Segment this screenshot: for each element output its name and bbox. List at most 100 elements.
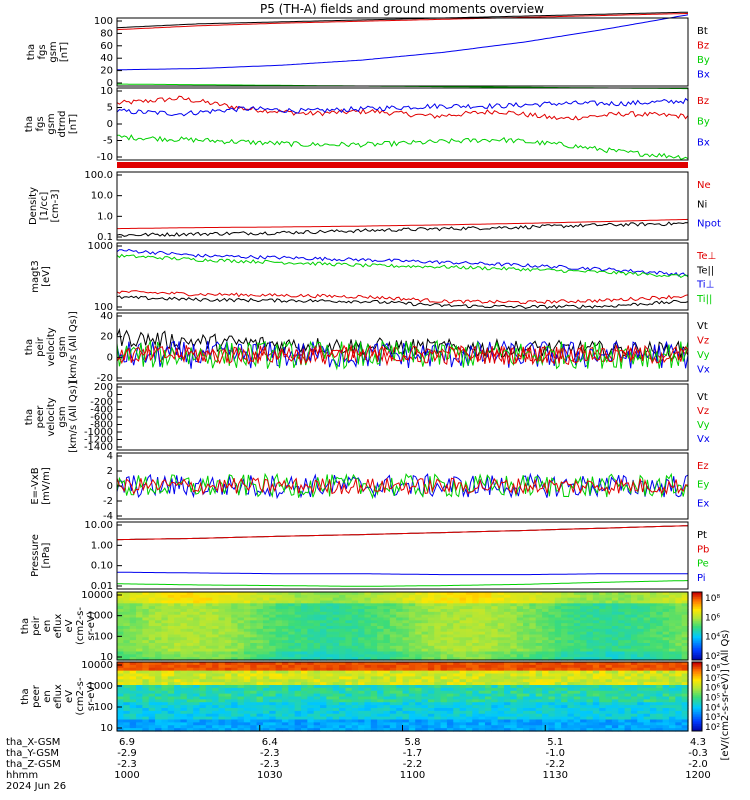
heatmap-cell: [408, 690, 416, 695]
heatmap-cell: [516, 594, 524, 599]
heatmap-cell: [516, 702, 524, 706]
heatmap-cell: [313, 640, 321, 644]
heatmap-cell: [364, 609, 372, 613]
heatmap-cell: [300, 609, 308, 613]
heatmap-cell: [155, 614, 163, 619]
heatmap-cell: [668, 722, 676, 726]
heatmap-cell: [618, 611, 626, 616]
heatmap-cell: [256, 676, 264, 680]
heatmap-cell: [155, 699, 163, 703]
heatmap-cell: [396, 705, 404, 709]
heatmap-cell: [611, 728, 619, 732]
heatmap-cell: [529, 719, 537, 723]
heatmap-cell: [637, 679, 645, 683]
heatmap-cell: [174, 728, 182, 732]
heatmap-cell: [630, 687, 638, 692]
heatmap-cell: [389, 708, 397, 712]
heatmap-cell: [542, 719, 550, 723]
heatmap-cell: [237, 702, 245, 706]
heatmap-cell: [643, 623, 651, 627]
heatmap-cell: [250, 679, 258, 683]
heatmap-cell: [186, 600, 194, 604]
heatmap-cell: [592, 667, 600, 672]
ytick-label: 0.01: [91, 581, 113, 592]
heatmap-cell: [573, 716, 581, 721]
heatmap-cell: [421, 676, 429, 680]
heatmap-cell: [465, 620, 473, 624]
heatmap-cell: [542, 609, 550, 613]
heatmap-cell: [478, 716, 486, 721]
heatmap-cell: [491, 626, 499, 630]
heatmap-cell: [339, 597, 346, 602]
heatmap-cell: [662, 606, 670, 610]
heatmap-cell: [561, 643, 569, 647]
heatmap-cell: [465, 705, 473, 709]
heatmap-cell: [167, 662, 175, 666]
heatmap-cell: [605, 708, 613, 712]
heatmap-cell: [224, 592, 232, 596]
heatmap-cell: [592, 594, 600, 599]
heatmap-cell: [535, 634, 543, 638]
heatmap-cell: [224, 687, 232, 692]
heatmap-cell: [415, 657, 423, 661]
heatmap-cell: [573, 699, 581, 703]
heatmap-cell: [649, 662, 657, 666]
heatmap-cell: [389, 631, 397, 636]
heatmap-cell: [224, 679, 232, 683]
colorbar-cell: [692, 649, 702, 652]
heatmap-cell: [656, 643, 664, 647]
heatmap-cell: [408, 687, 416, 692]
heatmap-cell: [269, 600, 277, 604]
heatmap-cell: [675, 716, 683, 721]
heatmap-cell: [668, 614, 676, 619]
heatmap-cell: [186, 640, 194, 644]
heatmap-cell: [459, 699, 467, 703]
heatmap-cell: [250, 592, 258, 596]
heatmap-cell: [611, 719, 619, 723]
colorbar-cell: [692, 607, 702, 610]
heatmap-cell: [186, 710, 194, 715]
heatmap-cell: [599, 637, 607, 641]
heatmap-cell: [212, 631, 220, 636]
heatmap-cell: [586, 716, 594, 721]
heatmap-cell: [504, 713, 511, 718]
heatmap-cell: [237, 623, 245, 627]
heatmap-cell: [472, 673, 480, 677]
heatmap-cell: [307, 716, 315, 721]
heatmap-cell: [186, 654, 194, 658]
heatmap-cell: [624, 614, 632, 619]
heatmap-cell: [320, 716, 327, 721]
heatmap-cell: [123, 673, 131, 677]
heatmap-cell: [561, 679, 569, 683]
heatmap-cell: [662, 682, 670, 686]
heatmap-cell: [497, 705, 505, 709]
heatmap-cell: [161, 670, 169, 675]
heatmap-cell: [586, 606, 594, 610]
heatmap-cell: [396, 603, 404, 607]
colorbar-cell: [692, 715, 702, 718]
heatmap-cell: [237, 643, 245, 647]
heatmap-cell: [136, 685, 143, 689]
colorbar-cell: [692, 720, 702, 723]
legend-entry: Bx: [697, 70, 710, 81]
heatmap-cell: [554, 626, 562, 630]
heatmap-cell: [326, 719, 334, 723]
heatmap-cell: [224, 648, 232, 653]
heatmap-cell: [199, 637, 207, 641]
heatmap-cell: [453, 637, 461, 641]
heatmap-cell: [167, 693, 175, 698]
heatmap-cell: [599, 702, 607, 706]
heatmap-cell: [427, 699, 435, 703]
heatmap-cell: [459, 645, 467, 650]
colorbar-cell: [692, 694, 702, 697]
heatmap-cell: [383, 702, 391, 706]
heatmap-cell: [167, 699, 175, 703]
heatmap-cell: [117, 699, 124, 703]
heatmap-cell: [294, 645, 302, 650]
heatmap-cell: [580, 637, 588, 641]
heatmap-cell: [155, 690, 163, 695]
heatmap-cell: [592, 626, 600, 630]
heatmap-cell: [370, 654, 378, 658]
heatmap-cell: [117, 696, 124, 700]
colorbar-cell: [692, 614, 702, 617]
